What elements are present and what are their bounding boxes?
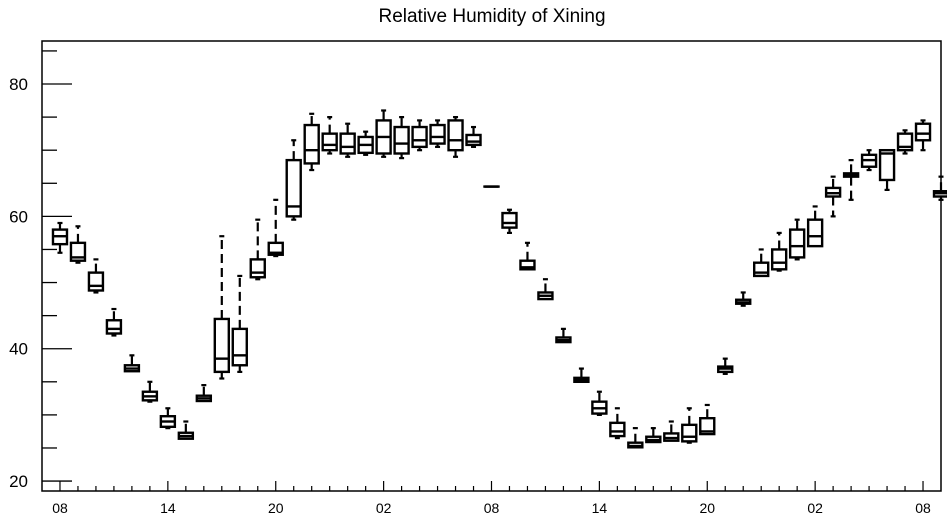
- iqr-box: [267, 241, 284, 256]
- plot-frame: [41, 40, 942, 492]
- iqr-box: [609, 421, 626, 438]
- box-hour-21: [429, 119, 446, 148]
- box-hour-36: [699, 403, 716, 436]
- x-tick-label: 02: [376, 500, 392, 516]
- iqr-box: [699, 417, 716, 436]
- box-hour-6: [159, 407, 177, 430]
- box-hour-29: [573, 367, 590, 384]
- iqr-box: [753, 261, 770, 278]
- box-hour-17: [357, 130, 374, 156]
- box-hour-4: [123, 354, 141, 373]
- iqr-box: [429, 123, 446, 145]
- iqr-box: [303, 123, 320, 165]
- iqr-box: [519, 259, 536, 271]
- box-hour-43: [824, 175, 842, 218]
- box-hour-37: [717, 357, 734, 375]
- box-hour-5: [141, 380, 159, 403]
- box-hour-1: [69, 225, 87, 264]
- x-tick-label: 08: [915, 500, 931, 516]
- iqr-box: [878, 148, 896, 182]
- iqr-box: [213, 317, 231, 374]
- iqr-box: [411, 125, 428, 149]
- iqr-box: [393, 125, 410, 155]
- box-hour-8: [195, 384, 213, 403]
- y-tick-label: 60: [9, 207, 28, 226]
- box-hour-39: [753, 248, 770, 278]
- box-hour-12: [267, 198, 284, 258]
- iqr-box: [447, 119, 464, 152]
- box-hour-20: [411, 119, 428, 152]
- box-hour-35: [681, 407, 698, 444]
- y-tick-label: 80: [9, 75, 28, 94]
- box-hour-46: [878, 148, 896, 191]
- box-series: [51, 109, 947, 449]
- box-hour-34: [663, 420, 680, 442]
- box-hour-19: [393, 116, 410, 160]
- box-hour-15: [321, 116, 338, 155]
- box-hour-3: [105, 307, 123, 337]
- iqr-box: [339, 132, 356, 155]
- box-hour-48: [914, 119, 932, 152]
- iqr-box: [501, 211, 518, 229]
- box-hour-2: [87, 258, 105, 294]
- box-hour-18: [375, 109, 392, 158]
- x-tick-label: 20: [699, 500, 715, 516]
- box-hour-16: [339, 122, 356, 158]
- x-tick-label: 08: [52, 500, 68, 516]
- box-hour-33: [645, 427, 662, 444]
- x-axis: 08 14 20 02 08 14 20 02 08: [52, 481, 931, 516]
- iqr-box: [87, 271, 105, 292]
- iqr-box: [249, 258, 266, 279]
- iqr-box: [465, 133, 482, 147]
- box-hour-32: [627, 427, 644, 449]
- box-hour-9: [213, 235, 231, 380]
- box-hour-47: [896, 129, 914, 155]
- iqr-box: [105, 319, 123, 335]
- y-axis: 20 40 60 80: [9, 50, 72, 491]
- box-hour-13: [285, 139, 302, 221]
- box-hour-22: [447, 116, 464, 158]
- box-hour-41: [788, 218, 806, 261]
- box-hour-31: [609, 407, 626, 440]
- x-tick-label: 14: [592, 500, 608, 516]
- iqr-box: [770, 248, 788, 271]
- iqr-box: [806, 218, 824, 248]
- box-hour-44: [842, 159, 860, 201]
- box-hour-27: [537, 278, 554, 301]
- iqr-box: [914, 122, 932, 142]
- box-hour-23: [465, 125, 482, 148]
- box-hour-10: [231, 274, 248, 373]
- box-hour-7: [177, 420, 195, 440]
- x-tick-label: 02: [807, 500, 823, 516]
- y-tick-label: 20: [9, 472, 28, 491]
- box-hour-30: [591, 390, 608, 416]
- box-hour-0: [51, 221, 69, 254]
- y-tick-label: 40: [9, 340, 28, 359]
- box-hour-42: [806, 205, 824, 248]
- box-hour-25: [501, 208, 518, 235]
- box-hour-11: [249, 218, 266, 281]
- iqr-box: [681, 423, 698, 443]
- box-hour-14: [303, 112, 320, 172]
- box-hour-28: [555, 327, 572, 344]
- box-hour-26: [519, 241, 536, 271]
- iqr-box: [231, 327, 248, 367]
- iqr-box: [321, 132, 338, 152]
- x-tick-label: 08: [484, 500, 500, 516]
- box-hour-38: [735, 291, 752, 307]
- box-hour-40: [770, 231, 788, 272]
- iqr-box: [285, 158, 302, 218]
- x-tick-label: 14: [160, 500, 176, 516]
- chart-title: Relative Humidity of Xining: [378, 6, 605, 27]
- box-hour-49: [932, 175, 947, 201]
- iqr-box: [788, 228, 806, 259]
- box-hour-45: [860, 149, 878, 172]
- x-tick-label: 20: [268, 500, 284, 516]
